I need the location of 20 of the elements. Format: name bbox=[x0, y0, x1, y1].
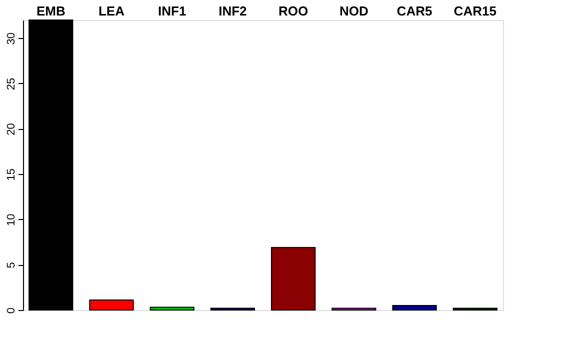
x-tick-label: LEA bbox=[98, 4, 126, 18]
x-tick-label: CAR5 bbox=[396, 4, 432, 18]
x-tick-label: INF2 bbox=[218, 4, 247, 18]
bar bbox=[150, 306, 194, 310]
y-tick-label: 0 bbox=[6, 307, 18, 314]
x-tick-label: EMB bbox=[36, 4, 66, 18]
x-tick-label: NOD bbox=[339, 4, 368, 18]
bar bbox=[270, 246, 316, 310]
y-tick-label: 25 bbox=[6, 78, 18, 90]
x-tick-label: INF1 bbox=[158, 4, 186, 18]
y-tick-label: 20 bbox=[6, 123, 18, 136]
y-tick-label: 30 bbox=[6, 32, 18, 45]
x-tick-label: CAR15 bbox=[454, 4, 496, 18]
bar bbox=[89, 300, 134, 310]
x-tick-label: ROO bbox=[278, 4, 308, 18]
y-tick-label: 10 bbox=[6, 214, 18, 226]
y-tick-label: 5 bbox=[6, 262, 18, 268]
bar bbox=[392, 304, 437, 310]
y-tick-label: 15 bbox=[6, 168, 18, 181]
bar bbox=[28, 20, 74, 310]
